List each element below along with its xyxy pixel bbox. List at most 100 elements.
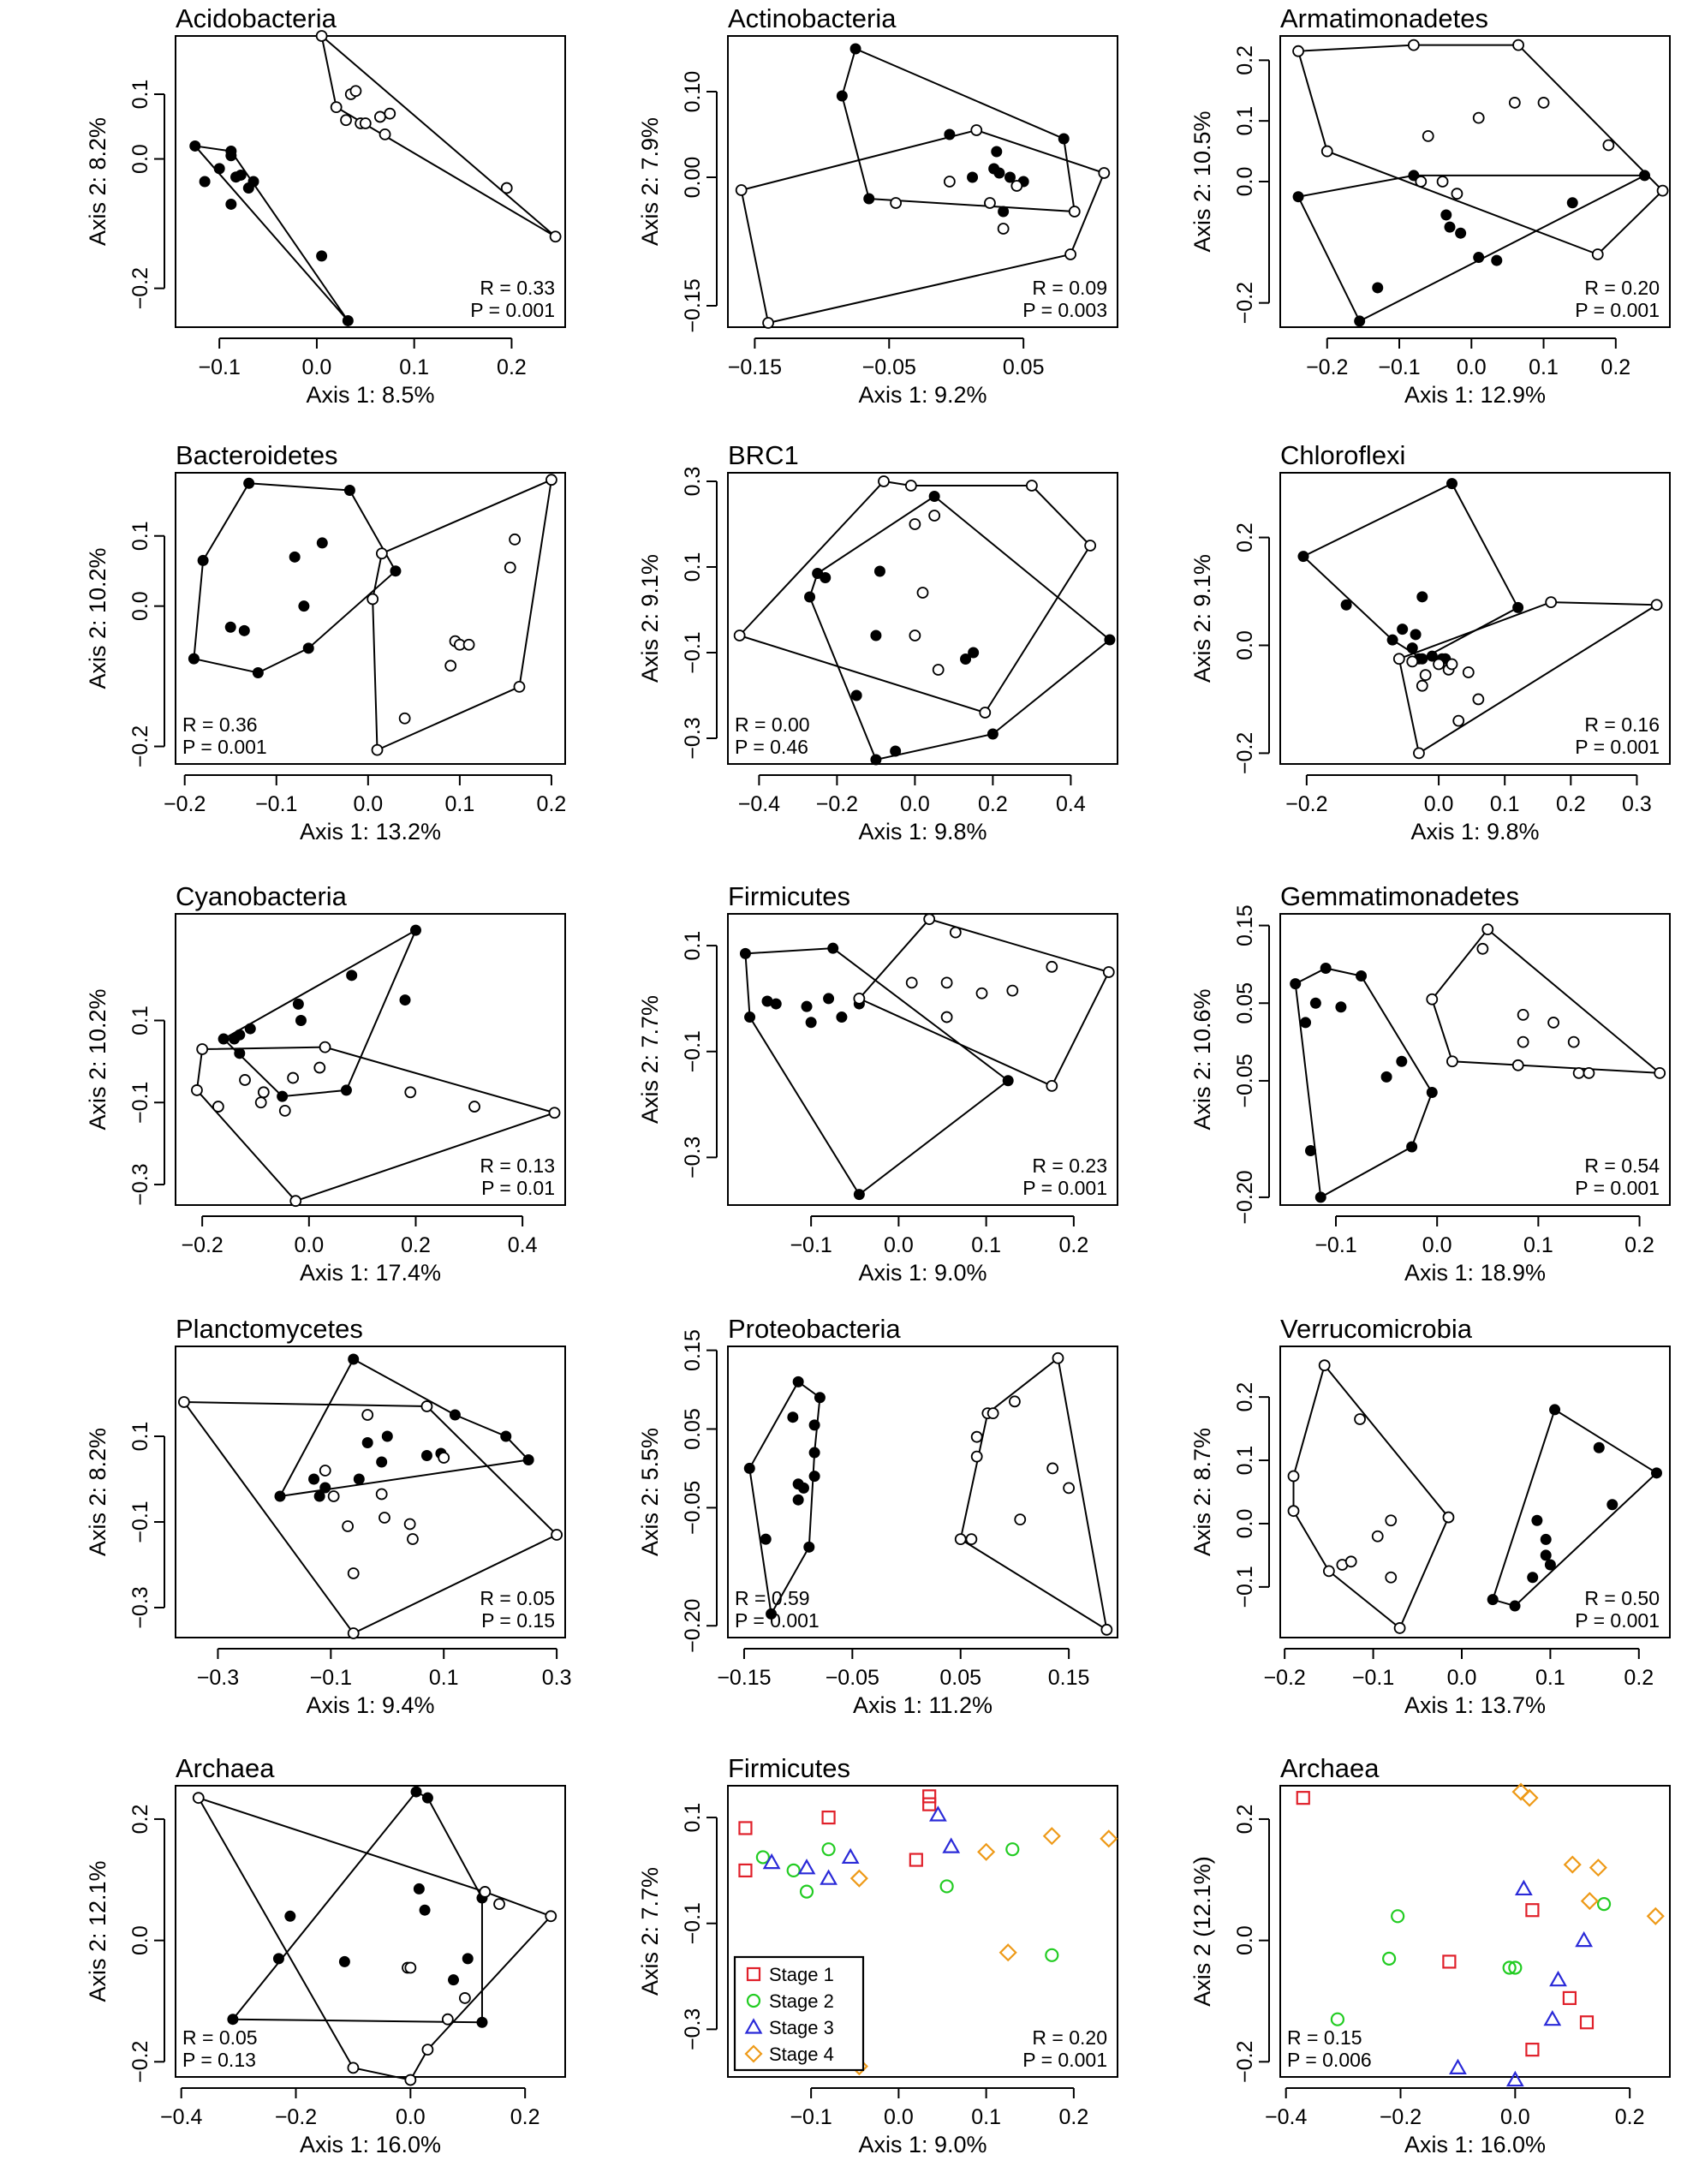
panel-11-open-point [987, 1407, 999, 1420]
panel-1-filled-point [225, 145, 237, 157]
panel-1-filled-point [189, 140, 201, 152]
panel-11-title: Proteobacteria [728, 1314, 901, 1344]
panel-7-y-axis-label: Axis 2: 10.2% [85, 988, 110, 1130]
panel-5-open-point [904, 480, 917, 492]
panel-4: Bacteroidetes −0.2 −0.1 0.0 0.1 0.2 Axis 1: 13… [85, 440, 566, 844]
panel-6-frame [1279, 472, 1671, 765]
panel-10-open-point [420, 1400, 433, 1412]
panel-2-stat-r: R = 0.09 [1032, 277, 1107, 299]
panel-5-filled-point [870, 630, 882, 641]
panel-5-filled-point [890, 745, 902, 757]
panel-14-y-tick-label: −0.1 [681, 1902, 705, 1944]
panel-4-open-point [462, 638, 475, 651]
panel-15-stage-4-point [1589, 1859, 1607, 1877]
panel-6-y-axis-label: Axis 2: 9.1% [1189, 554, 1215, 683]
panel-11-y-axis-label: Axis 2: 5.5% [637, 1428, 663, 1556]
panel-9-title: Gemmatimonadetes [1280, 881, 1519, 911]
panel-3-open-point [1512, 39, 1524, 51]
panel-5-filled-point [987, 728, 998, 740]
panel-9-open-point [1547, 1017, 1559, 1029]
panel-13-open-point [404, 2074, 417, 2086]
panel-1-open-point [384, 107, 396, 120]
panel-7-filled-point [277, 1090, 289, 1102]
panel-14-legend-label: Stage 3 [769, 2017, 834, 2038]
panel-8-filled-point [827, 942, 839, 954]
panel-14-legend: Stage 1 Stage 2 Stage 3 Stage 4 [733, 1955, 865, 2072]
panel-6-x-tick-label: 0.2 [1556, 792, 1586, 816]
panel-2-open-point [1098, 167, 1111, 179]
panel-13-y-tick-label: −0.2 [128, 2041, 152, 2083]
panel-9-open-point [1481, 923, 1494, 936]
panel-10-open-point [379, 1512, 390, 1524]
panel-14-stage-1-point [738, 1821, 753, 1835]
panel-13-open-point [347, 2062, 360, 2074]
panel-4-open-point [444, 659, 457, 672]
panel-8-filled-point [801, 1000, 813, 1012]
panel-4-open-point [504, 561, 516, 574]
panel-8-y-tick-label: −0.1 [681, 1030, 705, 1072]
panel-4-y-tick-label: −0.2 [128, 725, 152, 767]
panel-12-frame [1279, 1346, 1671, 1638]
panel-6-open-point [1392, 653, 1405, 665]
panel-5-x-tick-label: 0.2 [978, 792, 1008, 816]
panel-9-filled-point [1290, 978, 1302, 990]
panel-13-open-point [479, 1886, 492, 1898]
panel-3-x-tick-label: −0.1 [1378, 355, 1420, 379]
panel-8-filled-point [836, 1011, 848, 1023]
panel-13-open-point [459, 1992, 471, 2004]
panel-3-filled-point [1292, 191, 1304, 203]
panel-14-stage-1-point [738, 1863, 753, 1878]
panel-6-filled-point [1397, 624, 1409, 636]
panel-8-stat-p: P = 0.001 [1022, 1177, 1107, 1199]
panel-11-x-tick-label: −0.05 [826, 1666, 879, 1690]
panel-10: Planctomycetes −0.3 −0.1 0.1 0.3 Axis 1: 9.4%… [85, 1314, 571, 1718]
panel-2-y-tick-label: 0.00 [681, 157, 705, 199]
panel-3-x-tick-label: −0.2 [1306, 355, 1348, 379]
panel-3-x-tick-label: 0.2 [1601, 355, 1630, 379]
panel-14-y-tick-label: 0.1 [681, 1803, 705, 1833]
panel-9-stat-p: P = 0.001 [1575, 1177, 1660, 1199]
panel-8-filled-point [853, 1189, 865, 1201]
panel-5-open-point [733, 630, 746, 641]
panel-8-x-tick-label: 0.1 [971, 1233, 1001, 1257]
panel-8-open-point [949, 926, 962, 939]
panel-1-x-tick-label: 0.2 [497, 355, 527, 379]
panel-9-y-tick-label: −0.05 [1233, 1053, 1257, 1107]
panel-3-y-tick-label: 0.0 [1233, 167, 1257, 197]
panel-12-hull-filled [1492, 1408, 1659, 1608]
panel-7-filled-point [409, 924, 421, 936]
panel-7-open-point [191, 1084, 203, 1096]
panel-2-open-point [984, 197, 996, 209]
panel-15-title: Archaea [1280, 1753, 1380, 1783]
panel-14-stage-1-point [922, 1797, 937, 1811]
panel-12-filled-point [1531, 1514, 1543, 1526]
panel-12-filled-point [1527, 1572, 1539, 1584]
panel-7-filled-point [234, 1029, 246, 1041]
panel-5-open-point [928, 510, 941, 522]
panel-10-filled-point [376, 1456, 388, 1468]
panel-9-filled-point [1426, 1087, 1438, 1099]
panel-6-x-axis-label: Axis 1: 9.8% [1410, 819, 1539, 844]
panel-1-x-tick-label: −0.1 [199, 355, 241, 379]
panel-2-filled-point [967, 171, 979, 183]
panel-15-x-tick-label: 0.0 [1500, 2105, 1530, 2129]
panel-2-open-point [1010, 180, 1023, 192]
panel-2-y-tick-label: −0.15 [681, 278, 705, 332]
panel-8-open-point [853, 993, 866, 1005]
panel-8-filled-point [739, 947, 751, 959]
panel-9-filled-point [1304, 1145, 1316, 1157]
panel-14-stage-1-point [922, 1789, 937, 1804]
panel-14-stage-2-point [1045, 1948, 1059, 1962]
panel-13-y-tick-label: 0.2 [128, 1805, 152, 1835]
panel-10-y-tick-label: 0.1 [128, 1422, 152, 1452]
panel-7: Cyanobacteria −0.2 0.0 0.2 0.4 Axis 1: 17.4% −… [85, 881, 566, 1286]
panel-5-filled-point [968, 647, 980, 659]
panel-9-filled-point [1309, 997, 1321, 1009]
panel-1-filled-point [316, 250, 328, 262]
panel-10-x-tick-label: −0.1 [310, 1666, 352, 1690]
panel-6-open-point [1419, 669, 1432, 682]
panel-8-filled-point [761, 995, 773, 1007]
panel-10-filled-point [449, 1409, 461, 1421]
panel-11-y-tick-label: 0.15 [681, 1329, 705, 1371]
panel-15-stage-2-point [1330, 2012, 1345, 2026]
